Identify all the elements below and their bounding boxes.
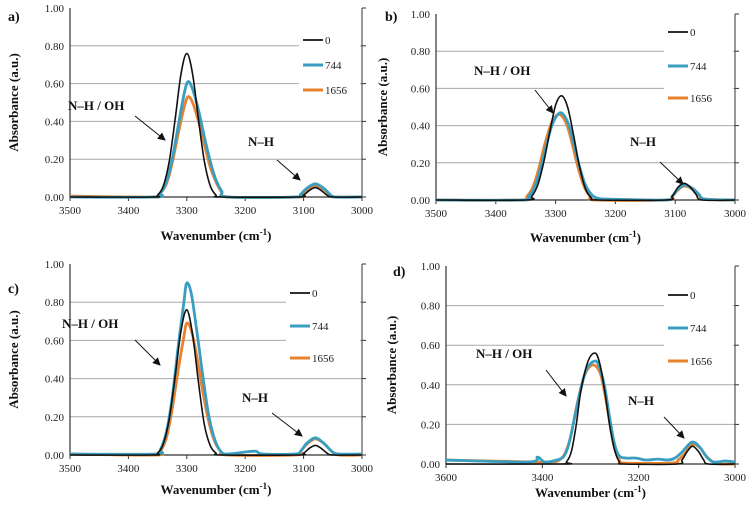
legend-label-1656: 1656 (325, 85, 348, 97)
legend-label-744: 744 (325, 60, 342, 72)
x-tick-label: 3100 (293, 205, 316, 217)
x-axis-title: Wavenumber (cm-1) (530, 229, 641, 245)
legend-label-0: 0 (312, 288, 318, 300)
y-tick-label: 1.00 (45, 3, 65, 15)
y-tick-label: 0.80 (45, 297, 65, 309)
legend-label-744: 744 (312, 321, 329, 333)
annotation-arrow (134, 339, 161, 366)
y-tick-label: 0.00 (421, 459, 441, 471)
annotation-arrow (659, 161, 684, 185)
y-axis-title: Absorbance (a.u.) (384, 316, 399, 415)
legend-label-0: 0 (690, 27, 696, 39)
annotation-label: N–H / OH (474, 63, 530, 78)
x-tick-label: 3000 (724, 208, 747, 220)
series-line-744 (69, 80, 363, 199)
annotation-arrow (134, 115, 166, 141)
y-tick-label: 0.80 (45, 41, 65, 53)
x-tick-label: 3200 (628, 472, 651, 484)
annotation-arrow (276, 159, 301, 181)
x-tick-label: 3300 (176, 205, 199, 217)
y-tick-label: 0.00 (411, 195, 431, 207)
chart-panel-a: 0.00 0.20 0.40 0.60 0.80 1.00 3500 3400 3300 3200… (6, 3, 374, 243)
annotation-arrow (663, 416, 685, 439)
legend-label-1656: 1656 (690, 356, 713, 368)
legend-label-0: 0 (325, 35, 331, 47)
legend-label-1656: 1656 (690, 93, 713, 105)
annotation-arrow (271, 412, 303, 437)
annotation-label: N–H (242, 390, 268, 405)
x-tick-label: 3000 (724, 472, 747, 484)
y-tick-label: 0.40 (45, 116, 65, 128)
y-axis-title: Absorbance (a.u.) (6, 53, 21, 152)
annotation-label: N–H (630, 134, 656, 149)
x-tick-label: 3300 (545, 208, 568, 220)
series-line-744 (445, 359, 736, 464)
chart-panel-d: 0.00 0.20 0.40 0.60 0.80 1.00 3600 3400 3200 3000… (384, 261, 747, 500)
x-tick-label: 3500 (59, 463, 82, 475)
x-tick-label: 3600 (435, 472, 458, 484)
y-tick-label: 0.60 (421, 340, 441, 352)
panel-label: b) (385, 10, 398, 25)
y-tick-label: 1.00 (45, 259, 65, 271)
annotation-label: N–H / OH (68, 98, 124, 113)
y-tick-label: 0.20 (45, 412, 65, 424)
x-tick-label: 3500 (59, 205, 82, 217)
y-tick-label: 0.60 (411, 83, 431, 95)
x-tick-label: 3200 (604, 208, 627, 220)
y-axis-title: Absorbance (a.u.) (6, 310, 21, 409)
x-tick-label: 3400 (485, 208, 508, 220)
legend-label-744: 744 (690, 323, 707, 335)
y-tick-label: 0.00 (45, 192, 65, 204)
series-line-0 (435, 95, 736, 202)
x-tick-label: 3100 (664, 208, 687, 220)
x-tick-label: 3000 (351, 463, 374, 475)
legend-label-744: 744 (690, 61, 707, 73)
chart-panel-c: 0.00 0.20 0.40 0.60 0.80 1.00 3500 3400 3300 3200… (6, 259, 374, 497)
panel-label: a) (8, 10, 20, 25)
x-tick-label: 3400 (117, 205, 140, 217)
y-tick-label: 0.40 (411, 121, 431, 133)
y-tick-label: 1.00 (421, 261, 441, 273)
chart-panel-b: 0.00 0.20 0.40 0.60 0.80 1.00 3500 3400 3300 3200… (375, 9, 747, 245)
y-tick-label: 0.80 (411, 46, 431, 58)
y-axis-title: Absorbance (a.u.) (375, 58, 390, 157)
y-tick-label: 0.60 (45, 335, 65, 347)
x-tick-label: 3500 (425, 208, 448, 220)
x-tick-label: 3200 (234, 463, 257, 475)
series-line-0 (69, 308, 363, 457)
y-tick-label: 0.80 (421, 301, 441, 313)
annotation-label: N–H / OH (62, 316, 118, 331)
x-tick-label: 3100 (293, 463, 316, 475)
legend-label-0: 0 (690, 290, 696, 302)
y-tick-label: 0.20 (45, 154, 65, 166)
series-line-0 (445, 352, 736, 466)
annotation-label: N–H / OH (476, 346, 532, 361)
x-axis-title: Wavenumber (cm-1) (535, 484, 646, 500)
y-tick-label: 1.00 (411, 9, 431, 21)
panel-label: d) (393, 265, 406, 280)
y-tick-label: 0.00 (45, 450, 65, 462)
panel-label: c) (8, 282, 19, 297)
annotation-arrow (545, 369, 567, 397)
x-tick-label: 3300 (176, 463, 199, 475)
y-tick-label: 0.20 (411, 158, 431, 170)
x-tick-label: 3200 (234, 205, 257, 217)
annotation-label: N–H (628, 393, 654, 408)
x-axis-title: Wavenumber (cm-1) (161, 227, 272, 243)
x-tick-label: 3000 (351, 205, 374, 217)
y-tick-label: 0.40 (421, 380, 441, 392)
x-axis-title: Wavenumber (cm-1) (161, 481, 272, 497)
series-line-1656 (445, 363, 736, 466)
legend-background (664, 20, 733, 108)
y-tick-label: 0.40 (45, 374, 65, 386)
x-tick-label: 3400 (117, 463, 140, 475)
x-tick-label: 3400 (531, 472, 554, 484)
y-tick-label: 0.60 (45, 79, 65, 91)
annotation-arrow (534, 89, 554, 114)
y-tick-label: 0.20 (421, 419, 441, 431)
legend-label-1656: 1656 (312, 353, 335, 365)
series-line-0 (69, 52, 363, 199)
annotation-label: N–H (248, 134, 274, 149)
